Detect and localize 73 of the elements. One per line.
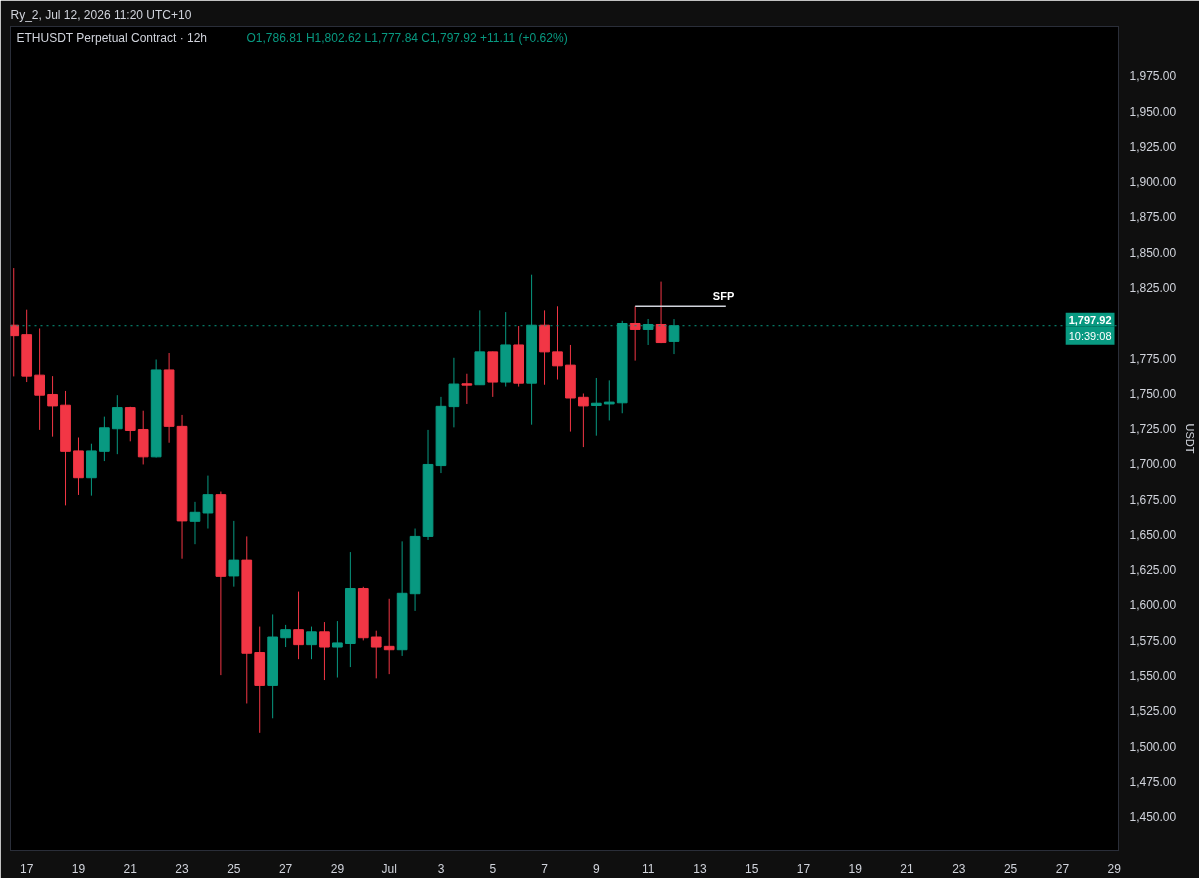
x-tick-label: 25 xyxy=(1003,861,1018,876)
text: Ry_2, Jul 12, 2026 11:20 UTC+10 xyxy=(10,7,192,22)
x-tick-label: 11 xyxy=(641,861,655,876)
x-tick-label: 25 xyxy=(227,861,241,876)
chart-title: ETHUSDT Perpetual Contract · 12h xyxy=(16,30,208,45)
y-axis-title: USDT xyxy=(1184,423,1197,454)
candlestick xyxy=(280,624,291,648)
candlestick xyxy=(293,591,304,660)
y-tick-label: 1,675.00 xyxy=(1129,492,1177,507)
candlestick xyxy=(228,520,240,588)
x-tick-label: 21 xyxy=(900,861,915,876)
y-tick-label: 1,600.00 xyxy=(1129,598,1177,613)
candlestick xyxy=(34,327,45,431)
candlestick xyxy=(590,377,602,437)
y-tick-label: 1,900.00 xyxy=(1129,175,1177,190)
candlestick xyxy=(448,357,460,428)
candlestick xyxy=(655,281,667,344)
y-tick-label: 1,925.00 xyxy=(1129,139,1177,154)
y-tick-label: 1,650.00 xyxy=(1129,527,1177,542)
candlestick xyxy=(202,475,214,530)
y-tick-label: 1,575.00 xyxy=(1129,633,1177,648)
x-tick-label: 9 xyxy=(592,861,600,876)
x-tick-label: 23 xyxy=(952,861,966,876)
annotation: SFP xyxy=(712,290,735,303)
x-tick-label: 19 xyxy=(71,861,86,876)
y-tick-label: 1,775.00 xyxy=(1129,351,1177,366)
y-tick-label: 1,875.00 xyxy=(1129,210,1177,225)
x-tick-label: 27 xyxy=(1055,861,1070,876)
y-tick-label: 1,625.00 xyxy=(1129,563,1177,578)
x-tick-label: 5 xyxy=(489,861,497,876)
candlestick xyxy=(629,305,641,362)
candlestick xyxy=(99,416,110,462)
y-tick-label: 1,475.00 xyxy=(1129,774,1177,789)
annotation: 10:39:08 xyxy=(1068,329,1112,342)
candlestick xyxy=(47,375,58,438)
x-tick-label: 23 xyxy=(175,861,190,876)
candlestick xyxy=(370,630,382,679)
x-tick-label: 15 xyxy=(745,861,759,876)
y-tick-label: 1,550.00 xyxy=(1129,669,1177,684)
candlestick xyxy=(111,394,123,455)
y-tick-label: 1,950.00 xyxy=(1129,104,1177,119)
x-tick-label: 19 xyxy=(848,861,863,876)
candlestick xyxy=(319,621,330,681)
chart-subtitle: O1,786.81 H1,802.62 L1,777.84 C1,797.92 +11.11 (+0.62%) xyxy=(246,30,568,45)
candlestick xyxy=(461,373,473,405)
candlestick xyxy=(306,626,317,660)
x-tick-label: 17 xyxy=(796,861,811,876)
x-tick-label: 29 xyxy=(330,861,345,876)
x-tick-label: 27 xyxy=(278,861,293,876)
y-tick-label: 1,975.00 xyxy=(1129,69,1177,84)
y-tick-label: 1,850.00 xyxy=(1129,245,1177,260)
y-tick-label: 1,725.00 xyxy=(1129,422,1177,437)
candlestick xyxy=(603,379,615,421)
x-tick-label: 21 xyxy=(123,861,138,876)
ref-line-label: 1,797.92 xyxy=(1068,313,1112,326)
x-tick-label: 17 xyxy=(20,861,34,876)
candlestick xyxy=(189,501,201,545)
candlestick xyxy=(332,620,343,679)
y-tick-label: 1,825.00 xyxy=(1129,281,1177,296)
y-tick-label: 1,450.00 xyxy=(1129,810,1177,825)
x-tick-label: 29 xyxy=(1107,861,1122,876)
x-tick-label: Jul xyxy=(381,861,397,876)
x-tick-label: 7 xyxy=(541,861,549,876)
x-tick-label: 13 xyxy=(693,861,707,876)
candlestick xyxy=(383,598,395,675)
y-tick-label: 1,750.00 xyxy=(1129,386,1177,401)
y-tick-label: 1,700.00 xyxy=(1129,457,1177,472)
candlestick xyxy=(552,305,563,381)
x-tick-label: 3 xyxy=(437,861,445,876)
candlestick xyxy=(578,392,589,448)
candlestick xyxy=(124,406,136,442)
y-tick-label: 1,525.00 xyxy=(1129,704,1177,719)
y-tick-label: 1,500.00 xyxy=(1129,739,1177,754)
